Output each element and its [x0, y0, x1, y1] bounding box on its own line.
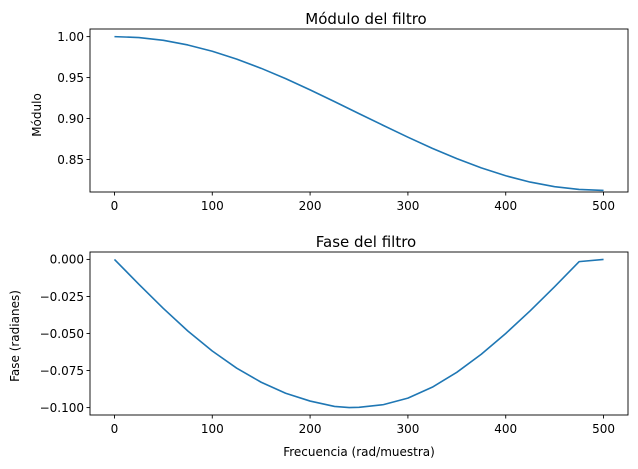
phase-plot-frame: [89, 251, 629, 416]
phase-series-line: [113, 258, 604, 409]
module-xtick-label: 100: [201, 199, 224, 213]
module-plot-frame: [89, 28, 629, 193]
module-ytick-label: 0.85: [57, 153, 84, 167]
module-xtick-label: 200: [299, 199, 322, 213]
phase-xtick-label: 0: [111, 422, 119, 436]
phase-ylabel: Fase (radianes): [8, 290, 22, 382]
module-ylabel: Módulo: [30, 93, 44, 137]
phase-ytick-label: −0.050: [40, 327, 84, 341]
phase-xtick-label: 400: [494, 422, 517, 436]
module-series-line: [114, 35, 604, 192]
phase-xtick-label: 100: [201, 422, 224, 436]
module-series: [114, 35, 604, 192]
module-ticks: 0 100 200 300 400 500 0.85 0.90 0.95 1.00: [57, 30, 615, 213]
module-ytick-label: 0.95: [57, 71, 84, 85]
phase-xtick-label: 500: [592, 422, 615, 436]
module-xtick-label: 300: [396, 199, 419, 213]
module-panel: Módulo del filtro Módulo 0 100 200 300 400 50…: [30, 10, 629, 213]
module-xtick-label: 500: [592, 199, 615, 213]
phase-ytick-label: 0.000: [50, 253, 84, 267]
phase-panel: Fase del filtro Fase (radianes) Frecuenc…: [8, 233, 629, 459]
module-title: Módulo del filtro: [305, 10, 426, 28]
phase-xtick-label: 200: [299, 422, 322, 436]
phase-ytick-label: −0.075: [40, 364, 84, 378]
module-xtick-label: 0: [111, 199, 119, 213]
module-ytick-label: 1.00: [57, 30, 84, 44]
phase-xtick-label: 300: [396, 422, 419, 436]
phase-xlabel: Frecuencia (rad/muestra): [283, 445, 435, 459]
phase-ytick-label: −0.025: [40, 290, 84, 304]
module-ytick-label: 0.90: [57, 112, 84, 126]
module-xtick-label: 400: [494, 199, 517, 213]
phase-series: [113, 258, 604, 409]
phase-ytick-label: −0.100: [40, 401, 84, 415]
phase-ticks: 0 100 200 300 400 500 0.000 −0.025 −0.050 −0.075 −…: [40, 253, 615, 436]
phase-title: Fase del filtro: [316, 233, 416, 251]
